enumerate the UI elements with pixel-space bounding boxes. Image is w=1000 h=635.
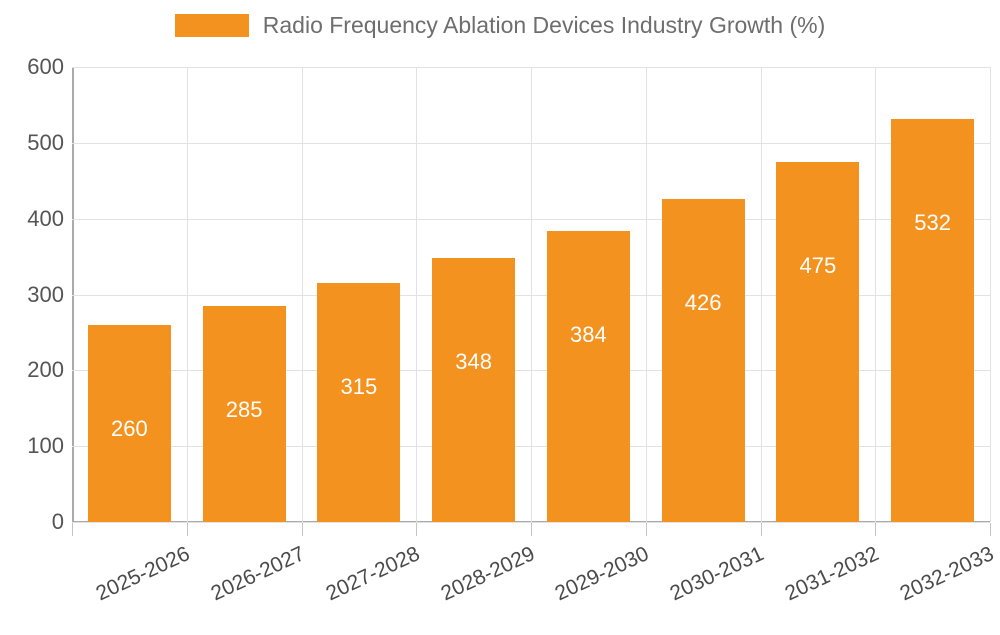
y-axis-tick-label: 100 bbox=[27, 433, 64, 459]
x-axis-tick bbox=[646, 523, 647, 536]
gridline-horizontal bbox=[72, 522, 990, 523]
gridline-vertical bbox=[187, 67, 188, 522]
bar-value-label: 384 bbox=[570, 321, 607, 347]
x-axis-tick bbox=[875, 523, 876, 536]
x-axis-tick bbox=[416, 523, 417, 536]
gridline-vertical bbox=[875, 67, 876, 522]
y-axis-tick-label: 600 bbox=[27, 54, 64, 79]
bar-value-label: 260 bbox=[111, 415, 148, 441]
bar[interactable] bbox=[776, 161, 860, 522]
bar-value-label: 285 bbox=[225, 396, 263, 422]
gridline-vertical bbox=[646, 67, 647, 522]
x-axis-tick bbox=[990, 523, 991, 536]
y-axis-tick-label: 200 bbox=[27, 357, 64, 383]
bar[interactable] bbox=[317, 283, 401, 522]
x-axis-tick bbox=[72, 523, 73, 536]
y-axis-tick-label: 300 bbox=[27, 281, 64, 307]
gridline-vertical bbox=[761, 67, 762, 522]
y-axis-tick-labels: 0 100 200 300 400 500 600 bbox=[0, 0, 64, 600]
y-axis-tick-label: 500 bbox=[27, 129, 64, 155]
bar[interactable] bbox=[891, 118, 975, 522]
bar-value-label: 532 bbox=[914, 209, 951, 235]
bar-chart: Radio Frequency Ablation Devices Industr… bbox=[0, 0, 1000, 606]
gridline-vertical bbox=[416, 67, 417, 522]
y-axis-tick-label: 0 bbox=[51, 509, 64, 534]
bar[interactable] bbox=[546, 230, 630, 522]
bar[interactable] bbox=[432, 258, 516, 522]
legend-label: Radio Frequency Ablation Devices Industr… bbox=[262, 12, 826, 38]
bar[interactable] bbox=[202, 305, 286, 522]
gridline-vertical bbox=[302, 67, 303, 522]
gridline-vertical bbox=[990, 67, 991, 522]
bar[interactable] bbox=[87, 324, 171, 522]
gridline-vertical bbox=[531, 67, 532, 522]
bar-value-label: 348 bbox=[455, 349, 492, 375]
bar[interactable] bbox=[661, 198, 745, 522]
plot-area: 260 285 315 348 384 426 475 532 bbox=[72, 67, 991, 523]
legend-swatch-icon bbox=[174, 14, 249, 37]
chart-legend: Radio Frequency Ablation Devices Industr… bbox=[0, 14, 1000, 37]
x-axis-tick bbox=[187, 523, 188, 536]
bar-value-label: 315 bbox=[340, 374, 378, 400]
y-axis-tick-label: 400 bbox=[27, 205, 64, 231]
x-axis-tick bbox=[531, 523, 532, 536]
x-axis-tick bbox=[302, 523, 303, 536]
x-axis-tick bbox=[761, 523, 762, 536]
bar-value-label: 426 bbox=[684, 289, 722, 315]
bar-value-label: 475 bbox=[799, 252, 837, 278]
